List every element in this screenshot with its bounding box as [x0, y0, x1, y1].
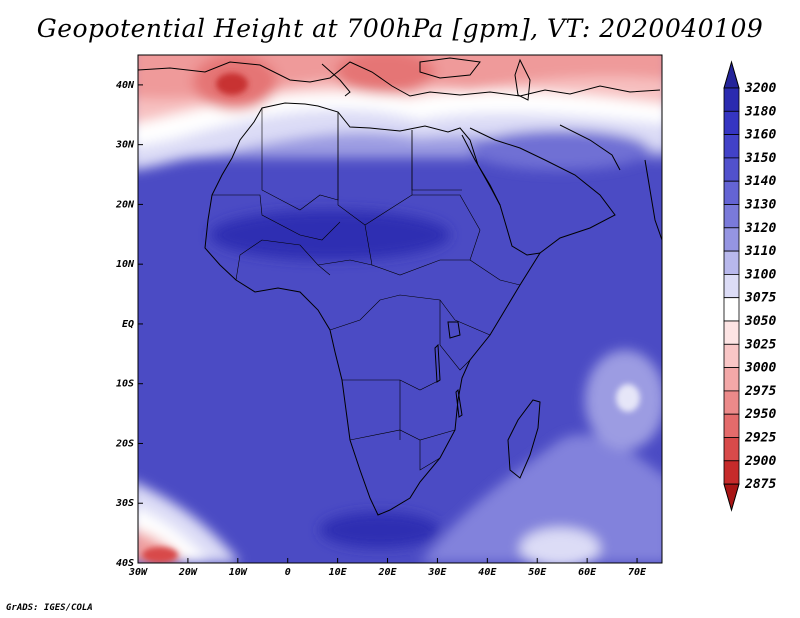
colorbar-swatch — [723, 367, 740, 392]
lake-malawi — [455, 388, 463, 418]
caspian — [514, 58, 531, 101]
border-mali-niger — [212, 194, 341, 241]
red-sea — [461, 134, 501, 206]
coastlines — [138, 57, 662, 516]
light-spot-indian-ocean — [616, 384, 640, 412]
colorbar-swatch — [723, 273, 740, 299]
border-congo — [329, 294, 456, 331]
africa-coastline — [204, 102, 542, 516]
colorbar-swatch — [723, 157, 740, 182]
y-tick-label: 30S — [115, 498, 134, 509]
x-tick-label: 0 — [285, 567, 291, 578]
colorbar-label: 2925 — [744, 431, 776, 446]
lake-victoria — [447, 321, 461, 339]
x-tick-label: 20E — [377, 567, 397, 578]
lake-tanganyika — [434, 343, 441, 383]
field-arabia-3130 — [470, 130, 650, 170]
colorbar-label: 3000 — [744, 361, 776, 376]
colorbar-swatch — [723, 250, 740, 275]
colorbar-label: 3100 — [744, 267, 776, 282]
colorbar-label: 3075 — [744, 291, 776, 306]
field-south-3120 — [420, 434, 662, 563]
border-east-africa — [439, 300, 491, 371]
colorbar-swatch — [723, 87, 740, 112]
colorbar-swatch — [723, 227, 740, 252]
arabia-coast — [469, 127, 616, 254]
low-core-west-med — [216, 73, 248, 95]
colorbar-label: 3180 — [744, 104, 776, 119]
x-tick-label: 10W — [229, 567, 248, 578]
low-greece — [335, 55, 435, 94]
border-southern — [399, 380, 441, 471]
colorbar-label: 2900 — [744, 454, 776, 469]
field-se-corner — [520, 528, 600, 563]
y-tick-label: EQ — [122, 319, 134, 330]
colorbar-swatch — [723, 320, 740, 345]
colorbar-label: 2875 — [744, 477, 776, 492]
x-tick-label: 20W — [178, 567, 198, 578]
border-sudan — [364, 194, 481, 276]
colorbar-swatch — [723, 437, 740, 462]
x-tick-label: 60E — [578, 567, 597, 578]
border-south-central — [342, 379, 456, 441]
x-tick-label: 10E — [329, 567, 348, 578]
colorbar-swatch — [723, 343, 740, 368]
colorbar-bottom-triangle — [723, 483, 740, 512]
colorbar-swatch — [723, 297, 740, 322]
country-borders — [212, 108, 521, 471]
y-tick-label: 10N — [116, 259, 135, 270]
height-field — [138, 55, 662, 563]
high-sahel — [210, 210, 450, 260]
colorbar-swatch — [723, 134, 740, 159]
colorbar-label: 3160 — [744, 128, 776, 143]
italy — [321, 63, 351, 97]
x-tick-label: 70E — [628, 567, 647, 578]
border-west-africa — [235, 239, 331, 281]
x-tick-label: 30E — [427, 567, 447, 578]
colorbar-label: 3130 — [744, 198, 776, 213]
high-south-africa — [320, 512, 440, 548]
x-tick-label: 50E — [528, 567, 547, 578]
map-axes: 30W 20W 10W 0 10E 20E 30E 40E 50E 60E 70E 40N 30N 20N… — [115, 80, 647, 578]
colorbar-label: 3110 — [744, 244, 776, 259]
black-sea — [419, 57, 481, 79]
colorbar: 3200 3180 3160 3150 3140 3130 3120 3110 3100 3075… — [723, 60, 776, 512]
colorbar-label: 3120 — [744, 221, 776, 236]
y-tick-label: 20S — [115, 438, 134, 449]
colorbar-label: 3200 — [744, 81, 776, 96]
persian-gulf — [559, 124, 621, 171]
colorbar-swatch — [723, 413, 740, 438]
colorbar-label: 2975 — [744, 384, 776, 399]
europe-coast — [138, 61, 661, 97]
border-nigeria-chad — [317, 259, 373, 266]
chart-title: Geopotential Height at 700hPa [gpm], VT:… — [36, 14, 764, 43]
colorbar-label: 3025 — [744, 337, 776, 352]
colorbar-swatch — [723, 204, 740, 229]
border-egypt — [411, 130, 462, 191]
colorbar-label: 3150 — [744, 151, 776, 166]
colorbar-top-triangle — [723, 60, 740, 89]
low-core-southwest — [142, 547, 178, 563]
colorbar-swatch — [723, 180, 740, 205]
colorbar-label: 3140 — [744, 174, 776, 189]
border-ethiopia — [469, 259, 521, 286]
colorbar-label: 3050 — [744, 314, 776, 329]
x-tick-label: 40E — [478, 567, 497, 578]
grads-credit: GrADS: IGES/COLA — [6, 603, 93, 613]
y-tick-label: 30N — [115, 140, 135, 151]
colorbar-swatch — [723, 460, 740, 485]
india-west-coast — [644, 159, 662, 241]
y-tick-label: 40S — [116, 558, 134, 569]
y-tick-label: 40N — [116, 80, 135, 91]
y-tick-label: 20N — [115, 199, 135, 210]
colorbar-swatch — [723, 390, 740, 415]
colorbar-swatch — [723, 110, 740, 136]
plot-frame — [137, 54, 663, 564]
colorbar-label: 2950 — [744, 407, 776, 422]
madagascar — [507, 399, 541, 479]
x-tick-label: 30W — [128, 567, 148, 578]
y-tick-label: 10S — [116, 379, 134, 390]
